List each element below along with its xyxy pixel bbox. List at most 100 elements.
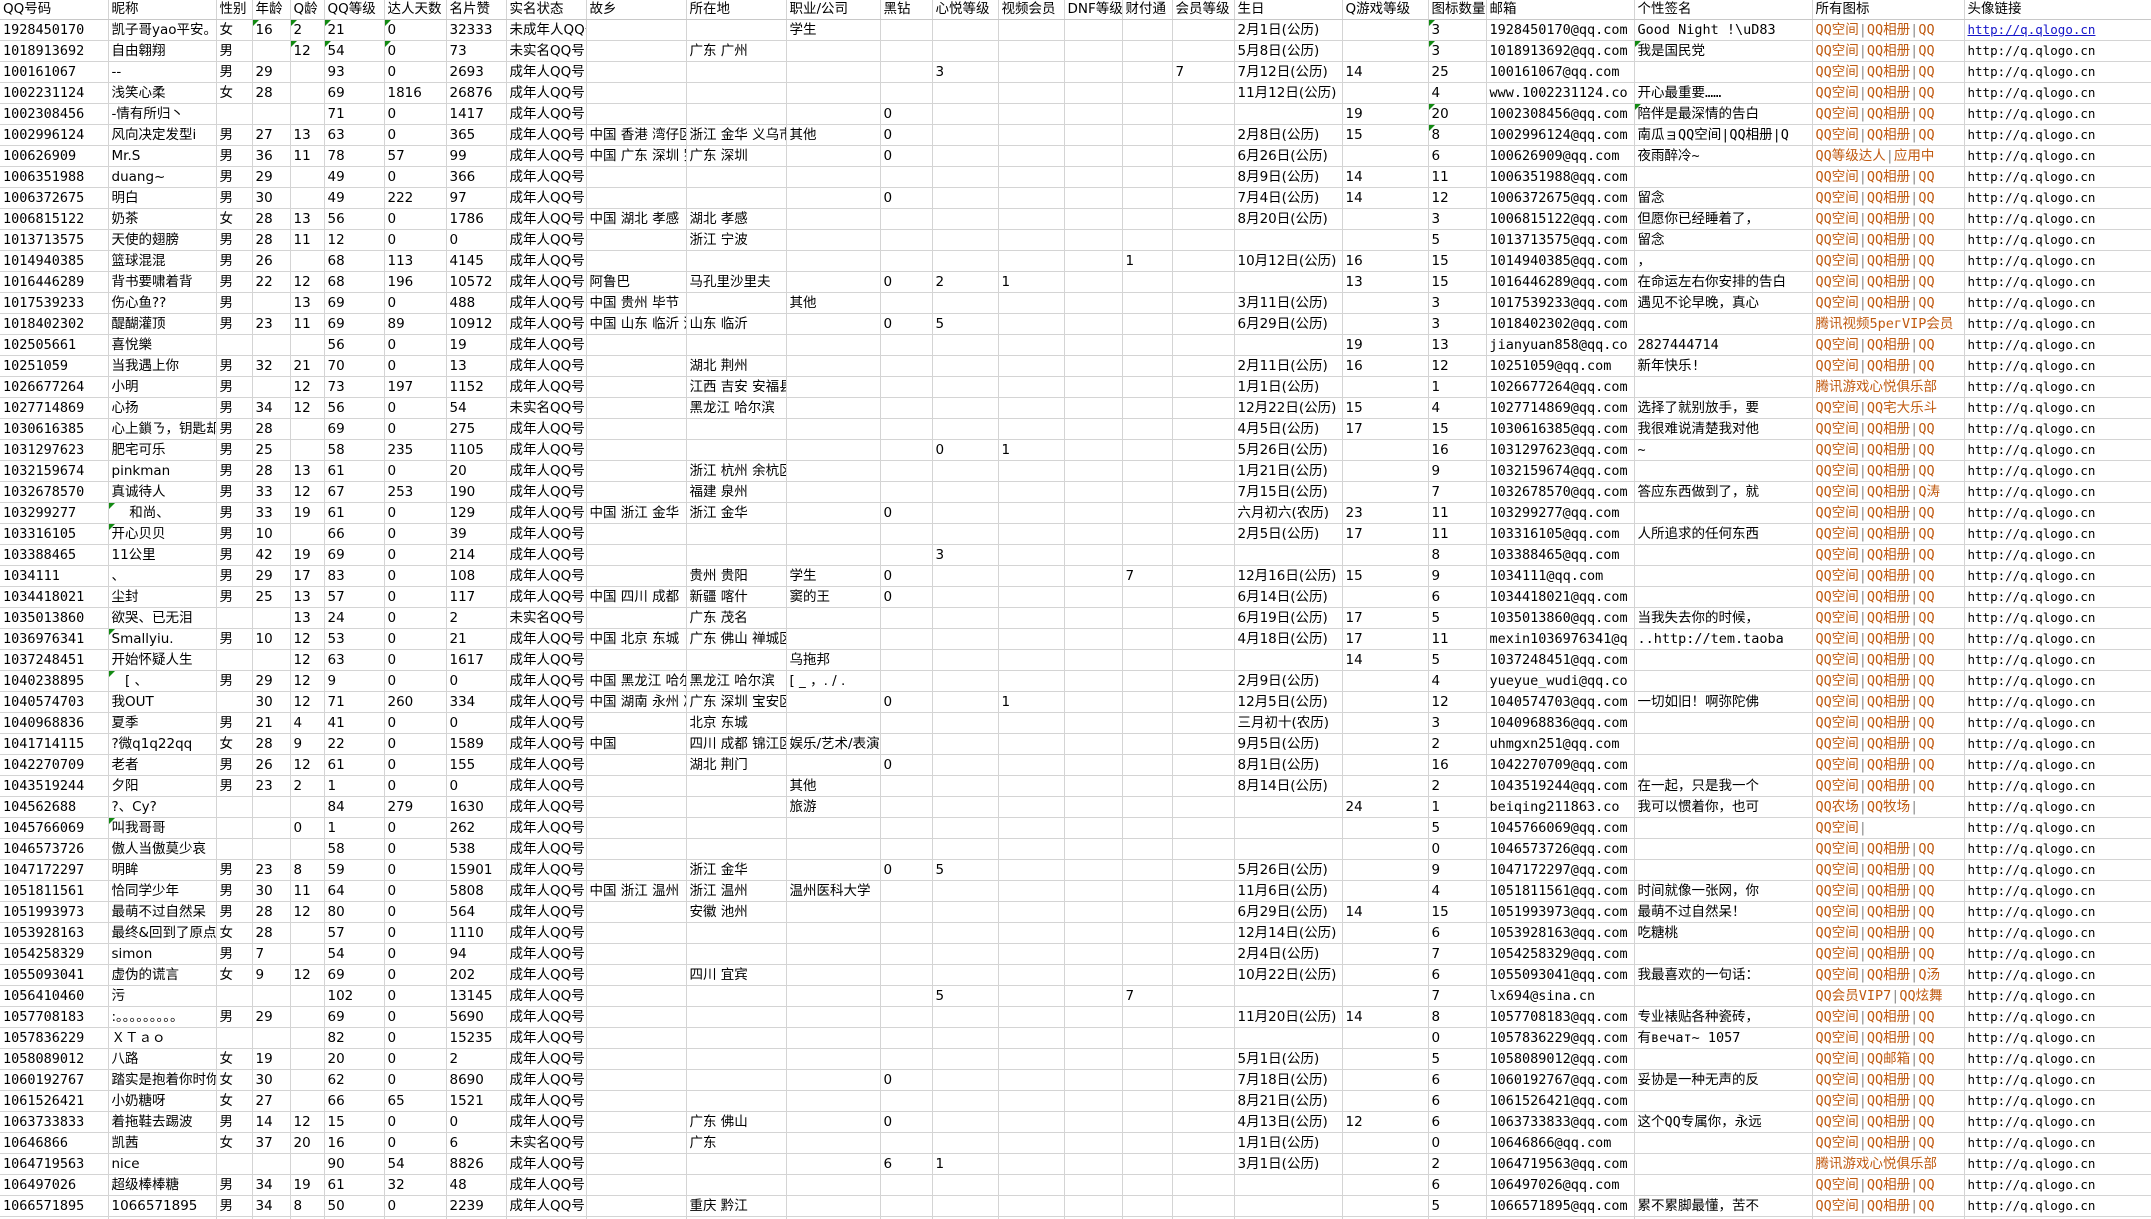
cell-r48-c19[interactable] bbox=[1342, 1027, 1429, 1049]
cell-r15-c24[interactable]: http://q.qlogo.cn bbox=[1964, 334, 2151, 356]
cell-r24-c6[interactable]: 0 bbox=[384, 523, 447, 545]
cell-r6-c1[interactable]: Mr.S bbox=[108, 145, 217, 167]
cell-r25-c1[interactable]: 11公里 bbox=[108, 544, 217, 566]
avatar-link[interactable]: http://q.qlogo.cn bbox=[1967, 1072, 2096, 1087]
cell-r33-c19[interactable] bbox=[1342, 712, 1429, 734]
cell-r1-c9[interactable] bbox=[586, 40, 687, 62]
cell-r11-c16[interactable]: 1 bbox=[1122, 250, 1173, 272]
cell-r3-c4[interactable] bbox=[290, 82, 325, 104]
cell-r46-c12[interactable] bbox=[880, 985, 933, 1007]
cell-r33-c7[interactable]: 0 bbox=[446, 712, 507, 734]
cell-r35-c1[interactable]: 老者 bbox=[108, 754, 217, 776]
cell-r47-c23[interactable]: QQ空间|QQ相册|QQ bbox=[1812, 1006, 1965, 1028]
cell-r35-c14[interactable] bbox=[998, 754, 1065, 776]
cell-r36-c2[interactable]: 男 bbox=[216, 775, 253, 797]
cell-r11-c8[interactable]: 成年人QQ号 bbox=[506, 250, 587, 272]
cell-r12-c4[interactable]: 12 bbox=[290, 271, 325, 293]
table-row[interactable]: 1058089012 八路女 19 20 0 2 成年人QQ号 5月1日(公历) 5 105808… bbox=[0, 1048, 2151, 1070]
cell-r11-c5[interactable]: 68 bbox=[324, 250, 385, 272]
cell-r15-c6[interactable]: 0 bbox=[384, 334, 447, 356]
cell-r50-c14[interactable] bbox=[998, 1069, 1065, 1091]
cell-r46-c19[interactable] bbox=[1342, 985, 1429, 1007]
cell-r18-c3[interactable]: 34 bbox=[252, 397, 291, 419]
cell-r50-c2[interactable]: 女 bbox=[216, 1069, 253, 1091]
cell-r41-c12[interactable] bbox=[880, 880, 933, 902]
cell-r50-c5[interactable]: 62 bbox=[324, 1069, 385, 1091]
cell-r38-c18[interactable] bbox=[1234, 817, 1343, 839]
cell-r50-c24[interactable]: http://q.qlogo.cn bbox=[1964, 1069, 2151, 1091]
cell-r24-c12[interactable] bbox=[880, 523, 933, 545]
cell-r5-c10[interactable]: 浙江 金华 义乌市 bbox=[686, 124, 787, 146]
cell-r52-c14[interactable] bbox=[998, 1111, 1065, 1133]
cell-r5-c11[interactable]: 其他 bbox=[786, 124, 881, 146]
cell-r18-c23[interactable]: QQ空间|QQ宅大乐斗 bbox=[1812, 397, 1965, 419]
cell-r32-c8[interactable]: 成年人QQ号 bbox=[506, 691, 587, 713]
cell-r33-c4[interactable]: 4 bbox=[290, 712, 325, 734]
cell-r4-c17[interactable] bbox=[1172, 103, 1235, 125]
cell-r18-c13[interactable] bbox=[932, 397, 999, 419]
cell-r4-c18[interactable] bbox=[1234, 103, 1343, 125]
cell-r15-c20[interactable]: 13 bbox=[1428, 334, 1487, 356]
avatar-link[interactable]: http://q.qlogo.cn bbox=[1967, 64, 2096, 79]
cell-r33-c11[interactable] bbox=[786, 712, 881, 734]
column-header-19[interactable]: Q游戏等级 bbox=[1342, 0, 1429, 20]
cell-r38-c15[interactable] bbox=[1064, 817, 1123, 839]
cell-r34-c18[interactable]: 9月5日(公历) bbox=[1234, 733, 1343, 755]
cell-r36-c0[interactable]: 1043519244 bbox=[0, 775, 109, 797]
cell-r31-c20[interactable]: 4 bbox=[1428, 670, 1487, 692]
cell-r31-c19[interactable] bbox=[1342, 670, 1429, 692]
cell-r45-c23[interactable]: QQ空间|QQ相册|Q汤 bbox=[1812, 964, 1965, 986]
cell-r5-c5[interactable]: 63 bbox=[324, 124, 385, 146]
cell-r21-c20[interactable]: 9 bbox=[1428, 460, 1487, 482]
cell-r0-c11[interactable]: 学生 bbox=[786, 19, 881, 41]
cell-r43-c17[interactable] bbox=[1172, 922, 1235, 944]
cell-r10-c12[interactable] bbox=[880, 229, 933, 251]
cell-r34-c7[interactable]: 1589 bbox=[446, 733, 507, 755]
cell-r7-c2[interactable]: 男 bbox=[216, 166, 253, 188]
cell-r56-c21[interactable]: 1066571895@qq.com bbox=[1486, 1195, 1635, 1217]
cell-r46-c3[interactable] bbox=[252, 985, 291, 1007]
cell-r0-c20[interactable]: 3 bbox=[1428, 19, 1487, 41]
cell-r40-c16[interactable] bbox=[1122, 859, 1173, 881]
table-row[interactable]: 1026677264 小明男 12 73 197 1152 成年人QQ号 江西 吉安 安福县 1… bbox=[0, 376, 2151, 398]
cell-r51-c11[interactable] bbox=[786, 1090, 881, 1112]
cell-r51-c0[interactable]: 1061526421 bbox=[0, 1090, 109, 1112]
cell-r30-c20[interactable]: 5 bbox=[1428, 649, 1487, 671]
cell-r16-c16[interactable] bbox=[1122, 355, 1173, 377]
cell-r50-c9[interactable] bbox=[586, 1069, 687, 1091]
cell-r48-c11[interactable] bbox=[786, 1027, 881, 1049]
cell-r1-c0[interactable]: 1018913692 bbox=[0, 40, 109, 62]
cell-r17-c1[interactable]: 小明 bbox=[108, 376, 217, 398]
cell-r27-c15[interactable] bbox=[1064, 586, 1123, 608]
cell-r41-c17[interactable] bbox=[1172, 880, 1235, 902]
cell-r45-c20[interactable]: 6 bbox=[1428, 964, 1487, 986]
cell-r53-c4[interactable]: 20 bbox=[290, 1132, 325, 1154]
avatar-link[interactable]: http://q.qlogo.cn bbox=[1967, 925, 2096, 940]
cell-r33-c13[interactable] bbox=[932, 712, 999, 734]
cell-r53-c7[interactable]: 6 bbox=[446, 1132, 507, 1154]
cell-r33-c17[interactable] bbox=[1172, 712, 1235, 734]
cell-r52-c21[interactable]: 1063733833@qq.com bbox=[1486, 1111, 1635, 1133]
cell-r7-c5[interactable]: 49 bbox=[324, 166, 385, 188]
cell-r41-c24[interactable]: http://q.qlogo.cn bbox=[1964, 880, 2151, 902]
cell-r21-c24[interactable]: http://q.qlogo.cn bbox=[1964, 460, 2151, 482]
cell-r2-c3[interactable]: 29 bbox=[252, 61, 291, 83]
cell-r48-c5[interactable]: 82 bbox=[324, 1027, 385, 1049]
table-row[interactable]: 1002308456 -情有所归丶 71 0 1417 成年人QQ号 0 19 20 100230… bbox=[0, 103, 2151, 125]
cell-r26-c13[interactable] bbox=[932, 565, 999, 587]
avatar-link[interactable]: http://q.qlogo.cn bbox=[1967, 358, 2096, 373]
cell-r25-c6[interactable]: 0 bbox=[384, 544, 447, 566]
cell-r20-c12[interactable] bbox=[880, 439, 933, 461]
cell-r42-c21[interactable]: 1051993973@qq.com bbox=[1486, 901, 1635, 923]
cell-r34-c5[interactable]: 22 bbox=[324, 733, 385, 755]
cell-r25-c4[interactable]: 19 bbox=[290, 544, 325, 566]
cell-r21-c11[interactable] bbox=[786, 460, 881, 482]
cell-r29-c4[interactable]: 12 bbox=[290, 628, 325, 650]
cell-r29-c19[interactable]: 17 bbox=[1342, 628, 1429, 650]
cell-r5-c13[interactable] bbox=[932, 124, 999, 146]
cell-r28-c17[interactable] bbox=[1172, 607, 1235, 629]
cell-r31-c4[interactable]: 12 bbox=[290, 670, 325, 692]
cell-r37-c11[interactable]: 旅游 bbox=[786, 796, 881, 818]
cell-r25-c24[interactable]: http://q.qlogo.cn bbox=[1964, 544, 2151, 566]
cell-r53-c9[interactable] bbox=[586, 1132, 687, 1154]
